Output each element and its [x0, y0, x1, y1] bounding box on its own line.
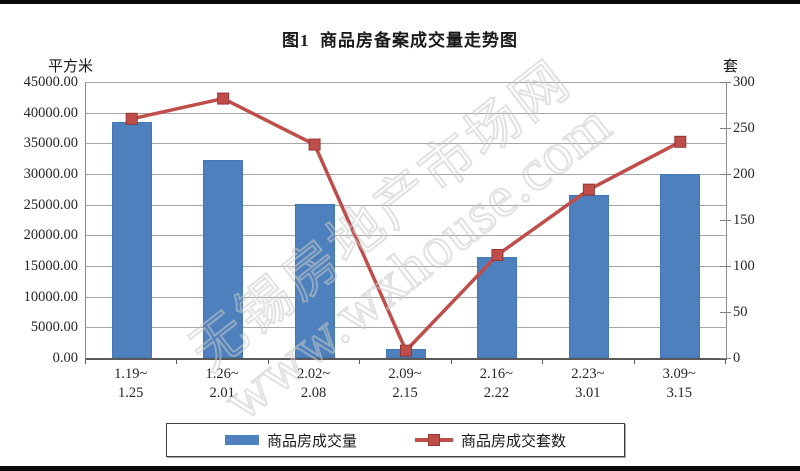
chart-title: 图1 商品房备案成交量走势图	[282, 31, 518, 50]
plot-area	[85, 82, 727, 360]
x-axis-tick	[450, 360, 452, 364]
line-marker-3	[400, 344, 412, 357]
line-swatch-marker	[428, 434, 440, 446]
x-axis-category-label: 3.09~ 3.15	[633, 365, 725, 403]
x-label-line1: 1.19~	[114, 366, 148, 382]
right-axis-tick	[720, 174, 731, 175]
left-axis-unit-label: 平方米	[48, 59, 94, 75]
line-marker-1	[217, 92, 230, 105]
gridline	[86, 235, 726, 237]
right-axis-tick	[720, 358, 731, 359]
gridline	[86, 296, 726, 298]
gridline	[86, 266, 726, 267]
gridline	[86, 112, 726, 114]
gridline	[86, 143, 726, 145]
bar-1.26~2.01	[203, 159, 244, 358]
x-axis-category-label: 2.09~ 2.15	[359, 365, 451, 403]
x-axis-tick	[85, 360, 86, 364]
left-axis-tick-label: 25000.00	[23, 196, 78, 213]
x-label-line1: 2.02~	[296, 366, 331, 382]
left-axis-tick-label: 15000.00	[23, 258, 78, 274]
legend-label-units: 商品房成交套数	[461, 433, 567, 450]
line-marker-5	[582, 183, 595, 196]
line-marker-4	[491, 248, 504, 261]
x-axis-tick	[176, 360, 178, 364]
x-axis-category-label: 1.19~ 1.25	[85, 365, 177, 403]
line-marker-0	[125, 112, 138, 125]
x-axis-tick	[633, 360, 635, 364]
left-axis-tick-label: 20000.00	[23, 227, 78, 244]
x-label-line2: 3.15	[666, 385, 692, 401]
left-axis-tick-label: 45000.00	[23, 74, 78, 90]
page-top-rule	[0, 0, 800, 4]
right-axis-tick	[720, 266, 731, 267]
x-label-line1: 2.09~	[388, 366, 422, 382]
x-label-line2: 2.01	[209, 385, 235, 401]
legend: 商品房成交量 商品房成交套数	[166, 423, 625, 457]
right-axis-tick-label: 200	[733, 166, 755, 182]
line-marker-2	[308, 138, 321, 151]
bar-2.16~2.22	[477, 256, 518, 358]
line-series-path	[131, 96, 682, 354]
right-axis-tick	[720, 128, 731, 129]
right-axis-tick-label: 50	[733, 304, 748, 320]
x-label-line2: 1.25	[118, 385, 144, 401]
gridline	[86, 82, 726, 83]
x-label-line2: 2.15	[392, 385, 418, 401]
x-label-line1: 2.23~	[571, 366, 605, 382]
right-axis-tick-label: 100	[733, 258, 755, 274]
bar-1.19~1.25	[111, 121, 152, 358]
right-axis-tick	[720, 312, 731, 313]
x-axis-tick	[725, 360, 726, 364]
x-axis-tick	[267, 360, 269, 364]
right-axis-tick	[720, 220, 731, 221]
x-axis-tick	[542, 360, 544, 364]
bar-2.23~3.01	[568, 194, 609, 358]
x-label-line1: 1.26~	[205, 366, 239, 382]
left-axis-tick-label: 0.00	[52, 350, 78, 366]
left-axis-tick-label: 40000.00	[23, 104, 78, 121]
x-label-line1: 3.09~	[662, 366, 696, 382]
x-label-line2: 3.01	[575, 385, 601, 401]
right-axis-tick-label: 150	[733, 212, 755, 228]
bar-3.09~3.15	[660, 174, 701, 358]
legend-item-volume: 商品房成交量	[224, 430, 357, 451]
bar-2.02~2.08	[294, 204, 335, 358]
x-label-line1: 2.16~	[479, 366, 514, 382]
page-bottom-rule	[0, 466, 800, 471]
left-axis-tick-label: 30000.00	[23, 166, 78, 182]
legend-item-units: 商品房成交套数	[415, 430, 566, 451]
x-axis-category-label: 2.23~ 3.01	[542, 365, 634, 403]
left-axis-tick-label: 35000.00	[23, 135, 78, 152]
line-series-layer	[125, 92, 687, 357]
line-series-swatch	[415, 434, 453, 446]
right-axis-tick-label: 0	[733, 350, 741, 366]
x-axis-category-label: 2.02~ 2.08	[268, 365, 360, 403]
x-axis-category-label: 2.16~ 2.22	[450, 365, 542, 403]
gridline	[86, 327, 726, 329]
right-axis-tick-label: 250	[733, 120, 755, 136]
legend-label-volume: 商品房成交量	[266, 433, 357, 450]
bar-series-swatch	[224, 435, 259, 445]
x-label-line2: 2.22	[483, 385, 510, 401]
left-axis-tick-label: 5000.00	[30, 319, 78, 336]
x-axis-category-label: 1.26~ 2.01	[176, 365, 268, 403]
line-marker-6	[674, 135, 687, 148]
left-axis-tick-label: 10000.00	[23, 288, 78, 305]
gridline	[86, 174, 726, 175]
right-axis-tick-label: 300	[733, 74, 755, 90]
gridline	[86, 204, 726, 206]
x-label-line2: 2.08	[300, 385, 327, 401]
right-axis-unit-label: 套	[723, 59, 739, 75]
right-axis-tick	[720, 82, 731, 83]
x-axis-tick	[359, 360, 361, 364]
